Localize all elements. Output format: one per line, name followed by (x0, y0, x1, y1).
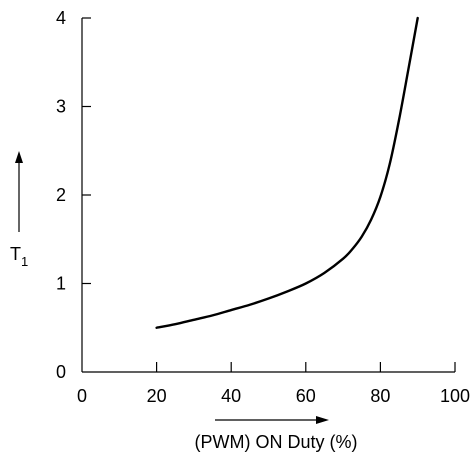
x-tick-label-40: 40 (221, 386, 241, 406)
series-line-0 (155, 16, 419, 329)
y-axis-label-main: T (10, 244, 21, 264)
y-tick-label-0: 0 (56, 362, 66, 382)
axes (81, 18, 455, 373)
y-tick-label-3: 3 (56, 97, 66, 117)
x-tick-label-60: 60 (296, 386, 316, 406)
y-tick-label-1: 1 (56, 274, 66, 294)
x-tick-label-100: 100 (440, 386, 470, 406)
y-arrow-head (15, 151, 23, 163)
x-tick-label-80: 80 (370, 386, 390, 406)
y-tick-label-4: 4 (56, 8, 66, 28)
x-label-group: (PWM) ON Duty (%) (195, 416, 358, 452)
y-axis-label-subscript: 1 (21, 254, 28, 269)
ticks (82, 17, 456, 372)
x-axis-label: (PWM) ON Duty (%) (195, 432, 358, 452)
y-axis-label: T1 (10, 244, 28, 269)
x-arrow-head (316, 416, 329, 424)
series (155, 16, 419, 329)
x-tick-label-0: 0 (77, 386, 87, 406)
y-label-group: T1 (10, 151, 28, 269)
x-tick-label-20: 20 (147, 386, 167, 406)
y-tick-label-2: 2 (56, 185, 66, 205)
